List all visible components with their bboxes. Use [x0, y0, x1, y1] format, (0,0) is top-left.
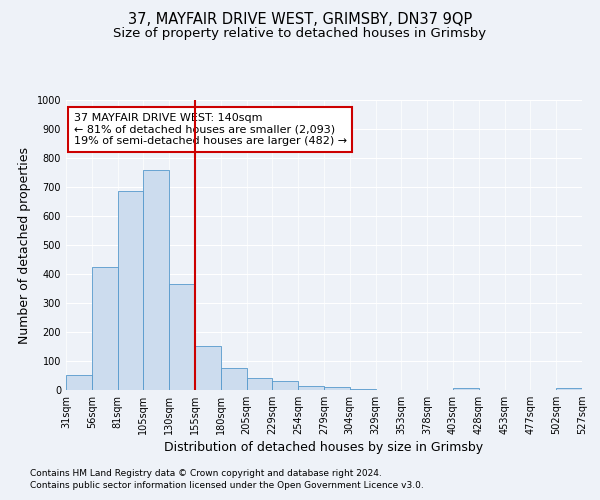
- Bar: [556, 388, 582, 390]
- Bar: [453, 388, 479, 390]
- Text: Contains HM Land Registry data © Crown copyright and database right 2024.: Contains HM Land Registry data © Crown c…: [30, 468, 382, 477]
- Text: 37 MAYFAIR DRIVE WEST: 140sqm
← 81% of detached houses are smaller (2,093)
19% o: 37 MAYFAIR DRIVE WEST: 140sqm ← 81% of d…: [74, 113, 347, 146]
- Bar: [350, 388, 376, 390]
- Bar: [169, 284, 195, 390]
- Bar: [298, 386, 324, 390]
- Bar: [195, 346, 221, 390]
- Bar: [92, 267, 118, 390]
- Bar: [324, 387, 350, 390]
- Bar: [221, 368, 247, 390]
- X-axis label: Distribution of detached houses by size in Grimsby: Distribution of detached houses by size …: [164, 442, 484, 454]
- Bar: [272, 382, 298, 390]
- Bar: [143, 170, 169, 390]
- Bar: [66, 375, 92, 390]
- Bar: [247, 378, 272, 390]
- Text: Size of property relative to detached houses in Grimsby: Size of property relative to detached ho…: [113, 28, 487, 40]
- Y-axis label: Number of detached properties: Number of detached properties: [18, 146, 31, 344]
- Bar: [118, 192, 143, 390]
- Text: Contains public sector information licensed under the Open Government Licence v3: Contains public sector information licen…: [30, 481, 424, 490]
- Text: 37, MAYFAIR DRIVE WEST, GRIMSBY, DN37 9QP: 37, MAYFAIR DRIVE WEST, GRIMSBY, DN37 9Q…: [128, 12, 472, 28]
